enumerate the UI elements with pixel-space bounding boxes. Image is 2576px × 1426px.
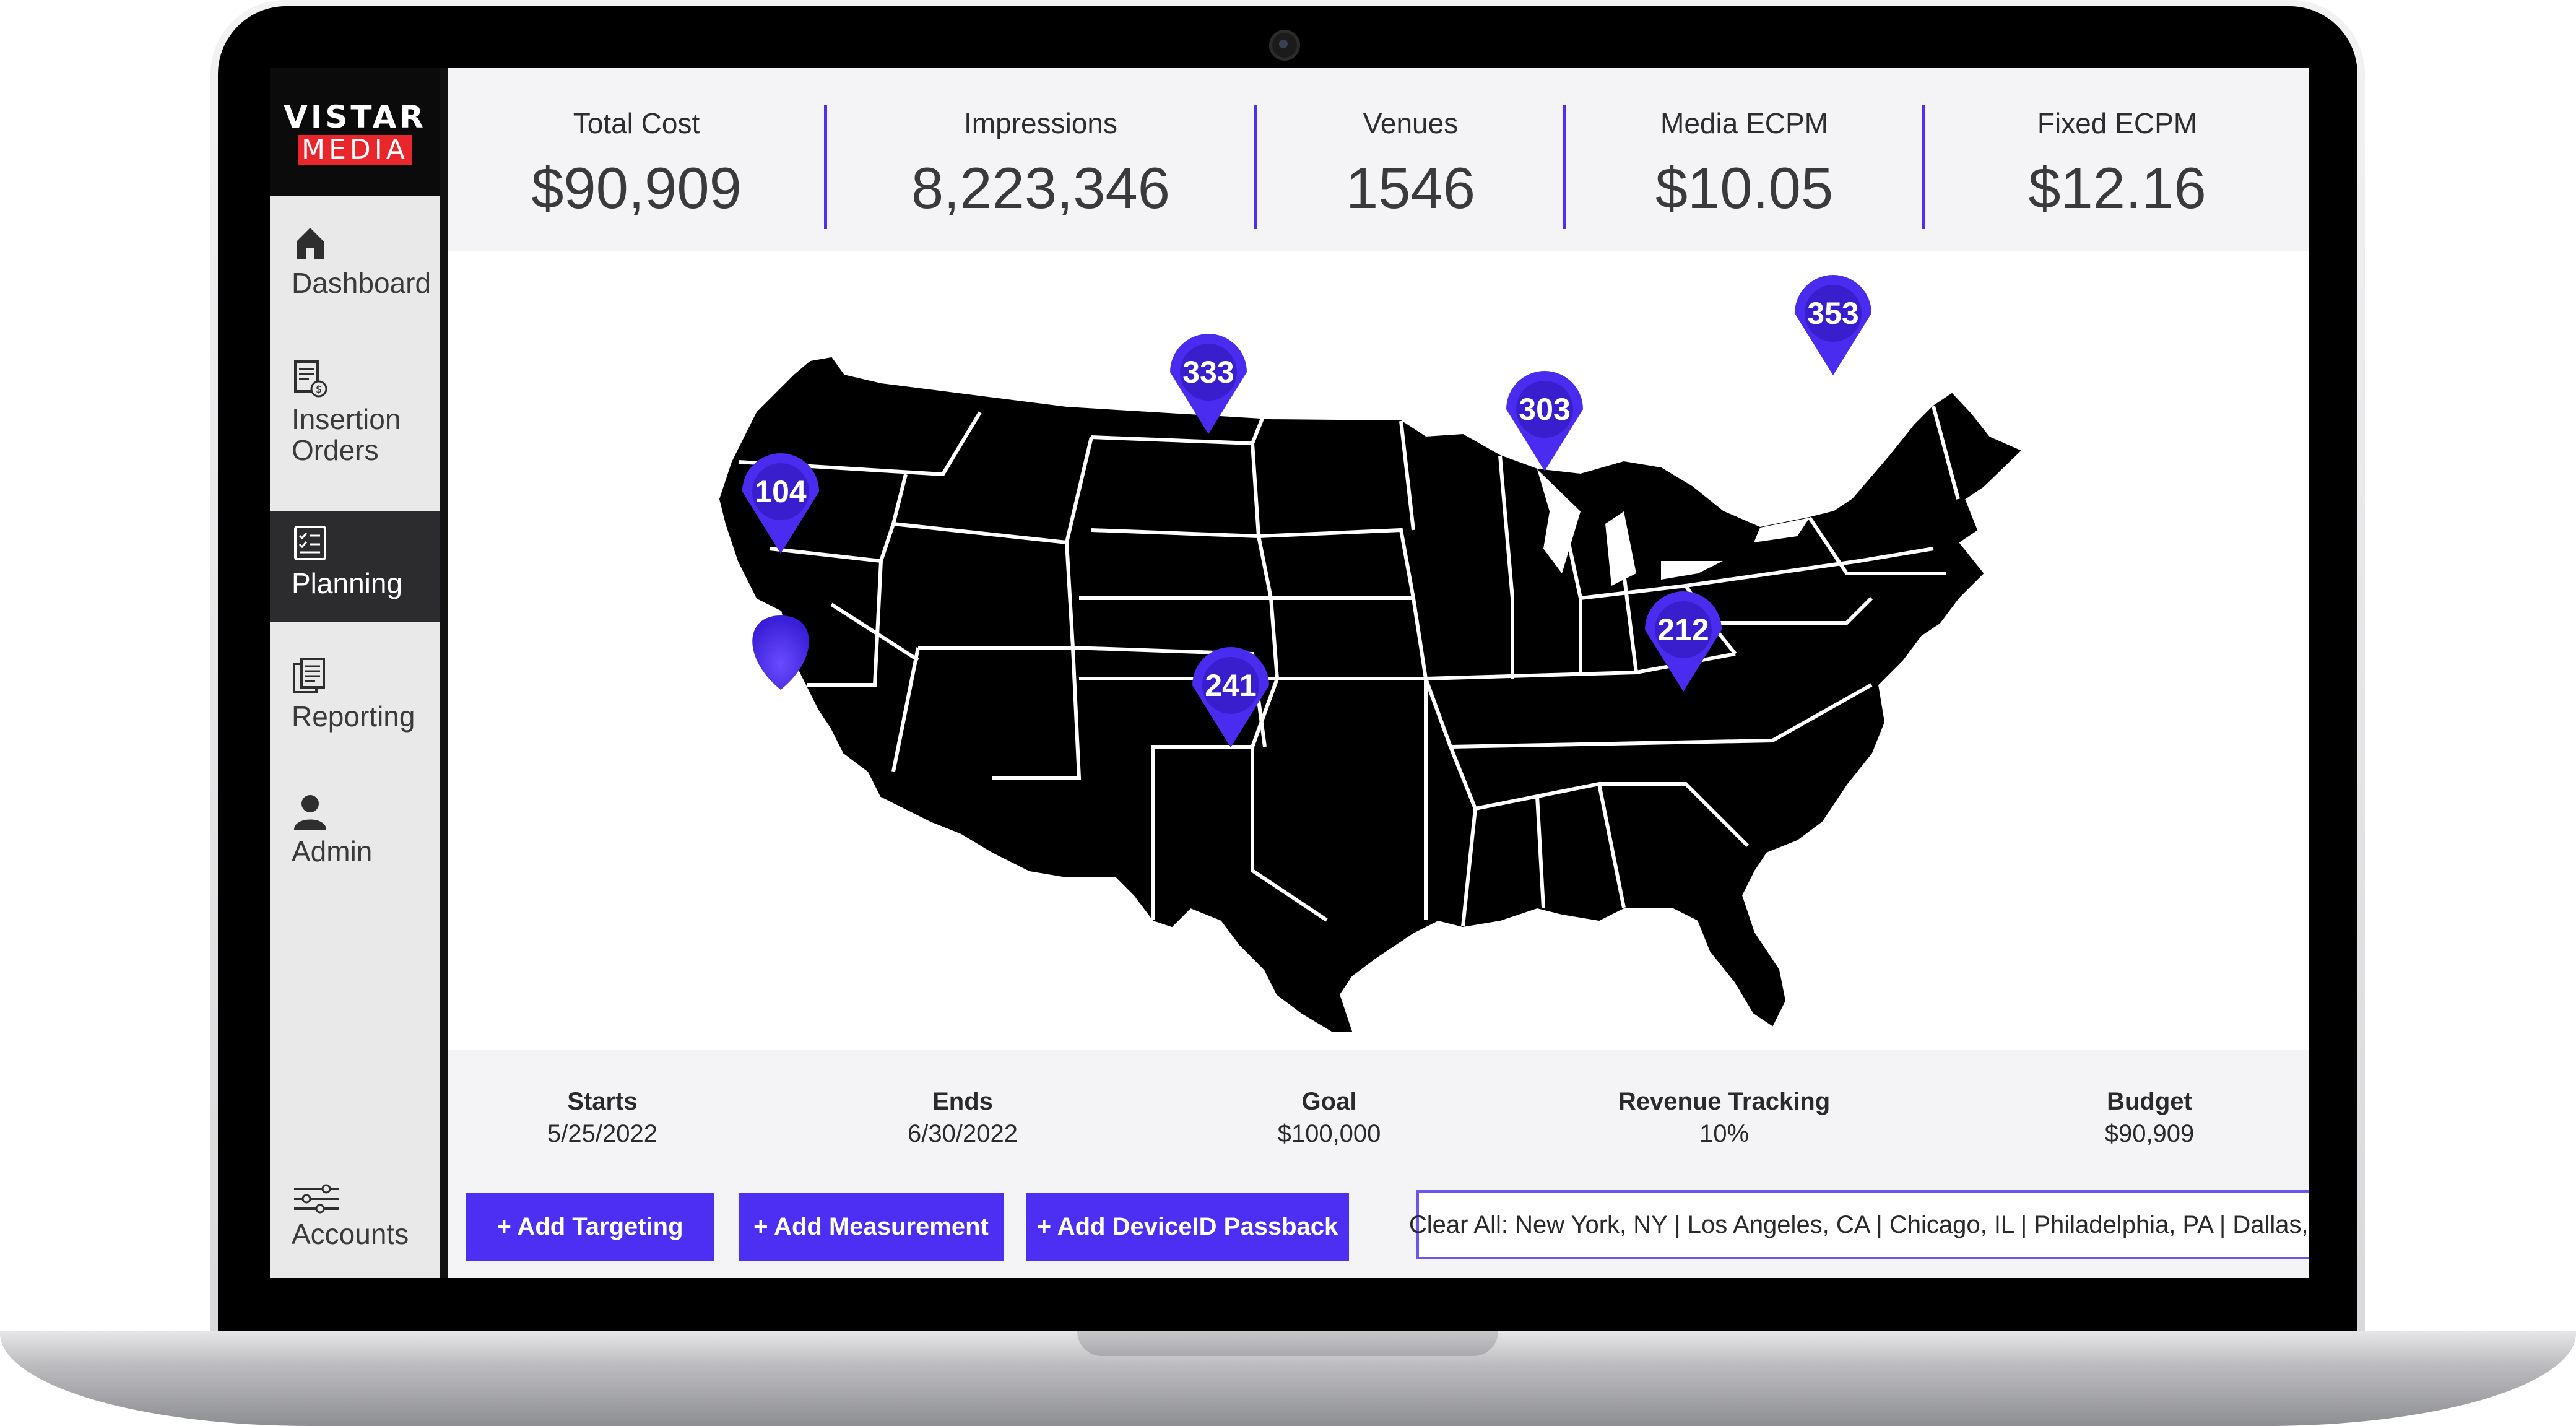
pin-count-label: 353 <box>1807 296 1858 331</box>
logo-text-top: VISTAR <box>284 98 427 135</box>
budget-value: $90,909 <box>2104 1120 2195 1147</box>
metric-label: Impressions <box>964 107 1117 139</box>
sidebar-item-insertion-orders[interactable]: $ Insertion Orders <box>270 359 440 502</box>
us-map-panel: 104 333 303 353 241 <box>448 251 2309 1050</box>
us-landmass <box>719 357 2021 1032</box>
sidebar-item-label: Accounts <box>292 1218 409 1250</box>
metric-divider <box>824 105 827 229</box>
sidebar-item-planning[interactable]: Planning <box>270 511 440 622</box>
pin-count-label: 212 <box>1657 612 1709 647</box>
campaign-budget: Budget $90,909 <box>1995 1086 2304 1150</box>
ends-label: Ends <box>932 1088 993 1115</box>
pin-count-label: 303 <box>1519 392 1570 427</box>
metric-label: Media ECPM <box>1660 107 1828 139</box>
user-icon <box>294 795 326 830</box>
report-pages-icon <box>293 658 325 693</box>
metric-value: $10.05 <box>1655 155 1834 220</box>
sidebar-item-label: Planning <box>292 567 403 599</box>
campaign-starts: Starts 5/25/2022 <box>448 1086 757 1150</box>
metrics-header: Total Cost $90,909 Impressions 8,223,346… <box>448 68 2309 251</box>
vistar-media-logo[interactable]: VISTAR MEDIA <box>270 68 440 196</box>
app-screen: VISTAR MEDIA Dashboard $ Insertion Order… <box>270 68 2309 1278</box>
sliders-icon <box>294 1184 339 1214</box>
state-borders <box>738 406 1960 927</box>
metric-total-cost: Total Cost $90,909 <box>448 68 825 251</box>
map-pin-new-york[interactable]: 353 <box>1795 275 1871 375</box>
webcam-icon <box>1269 30 1300 61</box>
metric-label: Total Cost <box>573 107 700 139</box>
metric-label: Fixed ECPM <box>2037 107 2198 139</box>
map-pin-texas[interactable]: 241 <box>1192 647 1269 747</box>
campaign-revenue-tracking: Revenue Tracking 10% <box>1569 1086 1879 1150</box>
sidebar-divider <box>440 68 448 1278</box>
metric-value: 8,223,346 <box>911 155 1171 220</box>
ends-value: 6/30/2022 <box>908 1120 1018 1147</box>
campaign-goal: Goal $100,000 <box>1174 1086 1484 1150</box>
add-measurement-button[interactable]: + Add Measurement <box>739 1193 1004 1261</box>
laptop-base-notch <box>1077 1331 1498 1356</box>
campaign-summary: Starts 5/25/2022 Ends 6/30/2022 Goal $10… <box>448 1050 2309 1180</box>
great-lakes <box>1537 469 1810 586</box>
metric-fixed-ecpm: Fixed ECPM $12.16 <box>1925 68 2309 251</box>
metric-venues: Venues 1546 <box>1257 68 1564 251</box>
metric-value: $90,909 <box>531 155 742 220</box>
metric-impressions: Impressions 8,223,346 <box>827 68 1254 251</box>
goal-label: Goal <box>1301 1088 1357 1115</box>
metric-divider <box>1563 105 1566 229</box>
map-pin-georgia[interactable]: 212 <box>1645 591 1722 692</box>
sidebar-item-dashboard[interactable]: Dashboard <box>270 223 440 341</box>
document-dollar-icon: $ <box>294 360 327 398</box>
sidebar-item-label: Dashboard <box>292 267 432 299</box>
revenue-tracking-value: 10% <box>1699 1120 1750 1147</box>
budget-label: Budget <box>2107 1088 2192 1115</box>
campaign-ends: Ends 6/30/2022 <box>808 1086 1117 1150</box>
starts-label: Starts <box>567 1088 638 1115</box>
sidebar: VISTAR MEDIA Dashboard $ Insertion Order… <box>270 68 440 1278</box>
metric-value: $12.16 <box>2028 155 2206 220</box>
action-bar: + Add Targeting + Add Measurement + Add … <box>448 1180 2309 1278</box>
map-pin-south-dakota[interactable]: 333 <box>1170 334 1247 434</box>
sidebar-item-label: Reporting <box>292 700 415 733</box>
starts-value: 5/25/2022 <box>547 1120 657 1147</box>
metric-media-ecpm: Media ECPM $10.05 <box>1566 68 1922 251</box>
add-targeting-button[interactable]: + Add Targeting <box>466 1193 714 1261</box>
add-deviceid-passback-button[interactable]: + Add DeviceID Passback <box>1026 1193 1349 1261</box>
map-pin-illinois[interactable]: 303 <box>1506 371 1583 471</box>
pin-count-label: 104 <box>755 474 807 509</box>
sidebar-item-label: Insertion Orders <box>292 403 401 466</box>
sidebar-item-label: Admin <box>292 835 373 867</box>
metric-divider <box>1254 105 1257 229</box>
goal-value: $100,000 <box>1277 1120 1381 1147</box>
metric-divider <box>1922 105 1925 229</box>
checklist-icon <box>294 526 326 560</box>
sidebar-item-admin[interactable]: Admin <box>270 791 440 903</box>
metric-label: Venues <box>1363 107 1459 139</box>
clear-all-selected-locations[interactable]: Clear All: New York, NY | Los Angeles, C… <box>1409 1190 2309 1259</box>
home-icon <box>297 228 324 259</box>
sidebar-item-accounts[interactable]: Accounts <box>270 1183 440 1269</box>
revenue-tracking-label: Revenue Tracking <box>1618 1088 1831 1115</box>
map-pin-california[interactable]: 104 <box>742 453 819 690</box>
pin-count-label: 333 <box>1182 355 1234 389</box>
us-map[interactable]: 104 333 303 353 241 <box>448 251 2309 1050</box>
metric-value: 1546 <box>1345 155 1476 220</box>
logo-text-bottom: MEDIA <box>298 134 412 165</box>
svg-text:$: $ <box>316 383 322 395</box>
pin-count-label: 241 <box>1205 668 1256 703</box>
sidebar-item-reporting[interactable]: Reporting <box>270 656 440 768</box>
